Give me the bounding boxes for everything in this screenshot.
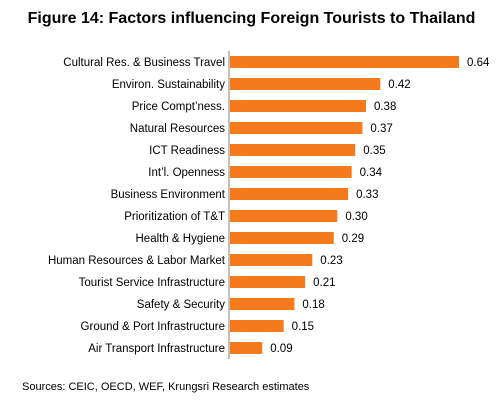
data-label: 0.15 xyxy=(292,321,314,333)
bar xyxy=(230,298,295,310)
category-label: Price Compt’ness. xyxy=(132,101,225,113)
category-label: Human Resources & Labor Market xyxy=(48,255,226,267)
data-label: 0.33 xyxy=(356,189,378,201)
data-label: 0.37 xyxy=(370,123,392,135)
data-label: 0.09 xyxy=(270,343,292,355)
category-label: Air Transport Infrastructure xyxy=(88,343,225,355)
data-label: 0.34 xyxy=(360,167,383,179)
bar xyxy=(230,320,284,332)
category-label: Natural Resources xyxy=(130,123,225,135)
category-label: Int’l. Openness xyxy=(148,167,225,179)
category-label: Environ. Sustainability xyxy=(112,79,225,91)
data-label: 0.35 xyxy=(363,145,385,157)
data-label: 0.42 xyxy=(388,79,410,91)
category-label: Tourist Service Infrastructure xyxy=(79,277,225,289)
category-label: Safety & Security xyxy=(137,299,225,311)
category-label: ICT Readiness xyxy=(149,145,225,157)
category-label: Cultural Res. & Business Travel xyxy=(63,57,225,69)
bar xyxy=(230,188,349,200)
data-label: 0.18 xyxy=(302,299,324,311)
data-label: 0.64 xyxy=(467,57,490,69)
bar xyxy=(230,342,263,354)
bar xyxy=(230,166,352,178)
data-label: 0.21 xyxy=(313,277,335,289)
category-label: Health & Hygiene xyxy=(136,233,226,245)
bar xyxy=(230,232,334,244)
category-label: Ground & Port Infrastructure xyxy=(81,321,225,333)
category-label: Prioritization of T&T xyxy=(124,211,225,223)
category-label: Business Environment xyxy=(111,189,226,201)
bar xyxy=(230,276,306,288)
bar xyxy=(230,78,381,90)
bar xyxy=(230,56,459,68)
bar xyxy=(230,122,363,134)
bar xyxy=(230,100,366,112)
bar xyxy=(230,144,356,156)
bar xyxy=(230,254,313,266)
data-label: 0.30 xyxy=(345,211,367,223)
bar xyxy=(230,210,338,222)
data-label: 0.29 xyxy=(342,233,364,245)
source-note: Sources: CEIC, OECD, WEF, Krungsri Resea… xyxy=(22,381,310,393)
data-label: 0.23 xyxy=(320,255,342,267)
chart-title: Figure 14: Factors influencing Foreign T… xyxy=(27,10,476,27)
data-label: 0.38 xyxy=(374,101,396,113)
